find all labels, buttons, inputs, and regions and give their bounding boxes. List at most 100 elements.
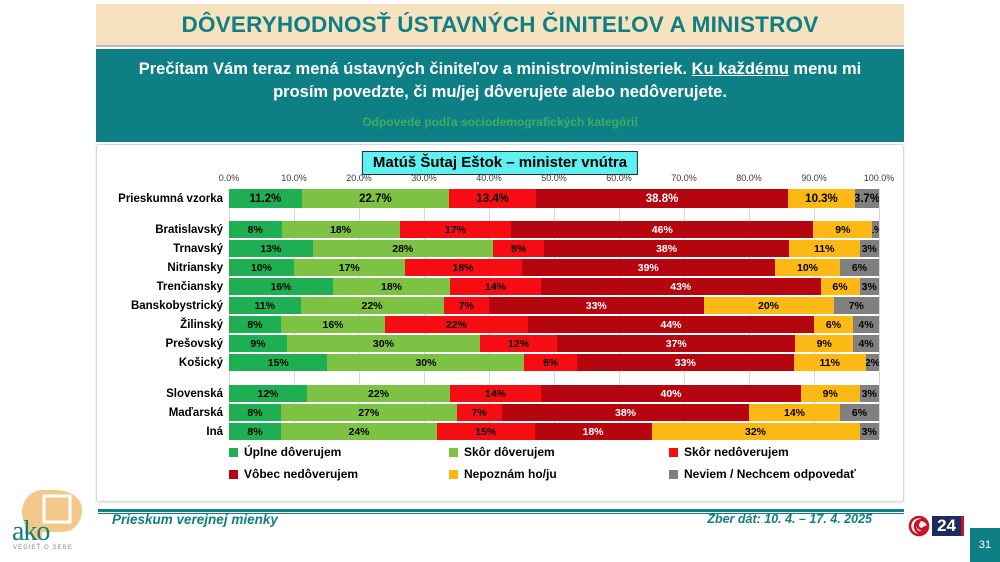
chart-row-label: Bratislavský — [155, 223, 223, 236]
question-part1: Prečítam Vám teraz mená ústavných činite… — [138, 60, 692, 78]
chart-row-label: Trnavský — [173, 242, 223, 255]
legend-swatch-icon — [229, 447, 238, 457]
ako-logo-wordmark: ako — [12, 516, 50, 547]
chart-row: Iná 8% 24% 15% 18% 32% 3% — [97, 422, 903, 441]
chart-row-label: Slovenská — [166, 387, 223, 400]
bar-segment: 20% — [703, 297, 834, 314]
bar-segment: 11.2% — [229, 189, 302, 208]
bar-segment: 6% — [840, 259, 879, 276]
bar-segment: 3% — [859, 278, 879, 295]
chart-legend: Úplne dôverujem Skôr dôverujem Skôr nedôve… — [229, 445, 889, 489]
bar-segment: 15% — [437, 423, 535, 440]
stacked-bar: 15%30%8%33%11%2% — [229, 354, 879, 371]
legend-label: Skôr dôverujem — [464, 445, 555, 459]
spiral-icon — [908, 515, 930, 537]
chart-row: Banskobystrický 11% 22% 7% 33% 20% 7% — [97, 296, 903, 315]
legend-label: Skôr nedôverujem — [684, 445, 789, 459]
page-title: DÔVERYHODNOSŤ ÚSTAVNÝCH ČINITEĽOV A MINI… — [181, 11, 819, 37]
stacked-bar: 8% 16% 22% 44% 6% 4% — [229, 316, 879, 333]
bar-segment: 15% — [229, 354, 328, 371]
chart-row: Nitriansky 10% 17% 18% 39% 10% 6% — [97, 258, 903, 277]
legend-swatch-icon — [449, 469, 458, 479]
bar-segment: 7% — [833, 297, 879, 314]
bar-segment: 9% — [229, 335, 287, 352]
chart-rows: Prieskumná vzorka 11.2% 22.7% 13.4% 38.8% 10.… — [97, 189, 903, 441]
bar-segment: 32% — [651, 423, 860, 440]
bar-segment: 4% — [853, 316, 879, 333]
legend-item[interactable]: Vôbec nedôverujem — [229, 467, 449, 481]
gridline — [359, 189, 360, 439]
legend-row: Úplne dôverujem Skôr dôverujem Skôr nedôve… — [229, 445, 889, 459]
legend-swatch-icon — [669, 447, 678, 457]
bar-segment: 8% — [229, 423, 281, 440]
ako-head-icon — [22, 490, 82, 540]
bar-segment: 1% — [872, 221, 879, 238]
bar-segment: 38% — [544, 240, 789, 257]
legend-label: Nepoznám ho/ju — [464, 467, 557, 481]
bar-segment: 13.4% — [449, 189, 537, 208]
bar-segment: 22% — [307, 385, 450, 402]
stacked-bar: 8% 24% 15% 18% 32% 3% — [229, 423, 879, 440]
legend-item[interactable]: Neviem / Nechcem odpovedať — [669, 467, 889, 481]
legend-item[interactable]: Skôr dôverujem — [449, 445, 669, 459]
gridline — [489, 189, 490, 439]
chart-row: Žilinský 8% 16% 22% 44% 6% 4% — [97, 315, 903, 334]
footer-rule-thin — [98, 513, 904, 514]
chart-row-label: Banskobystrický — [130, 299, 223, 312]
bar-segment: 37% — [557, 335, 796, 352]
bar-segment: 39% — [521, 259, 775, 276]
bar-segment: 22% — [300, 297, 444, 314]
bar-segment: 11% — [793, 354, 866, 371]
question-underlined: Ku každému — [691, 60, 789, 78]
bar-segment: 3% — [859, 423, 879, 440]
bar-segment: 27% — [281, 404, 457, 421]
bar-segment: 40% — [541, 385, 801, 402]
legend-item[interactable]: Úplne dôverujem — [229, 445, 449, 459]
bar-segment: 44% — [528, 316, 814, 333]
footer-rule — [98, 509, 904, 512]
x-tick-label: 50.0% — [541, 173, 567, 183]
bar-segment: 14% — [749, 404, 840, 421]
x-tick-label: 0.0% — [218, 173, 240, 183]
stacked-bar: 16% 18% 14% 43% 6% 3% — [229, 278, 879, 295]
bar-segment: 10% — [775, 259, 840, 276]
question-part2: menu mi prosím povedzte, či mu/jej dôver… — [273, 60, 862, 101]
bar-segment: 10.3% — [788, 189, 855, 208]
tv24-number: 24 — [932, 516, 964, 536]
gridline — [749, 189, 750, 439]
bar-segment: 2% — [865, 354, 879, 371]
bar-segment: 30% — [286, 335, 480, 352]
bar-segment: 8% — [229, 221, 282, 238]
bar-segment: 18% — [404, 259, 522, 276]
chart-row: Prešovský 9% 30% 12% 37% 9% 4% — [97, 334, 903, 353]
legend-item[interactable]: Nepoznám ho/ju — [449, 467, 669, 481]
bar-segment: 13% — [229, 240, 313, 257]
ako-logo-tagline: VEDIEŤ O SEBE — [13, 545, 73, 551]
chart-row-label: Trenčiansky — [156, 280, 223, 293]
bar-segment: 14% — [450, 278, 541, 295]
bar-segment: 6% — [820, 278, 860, 295]
x-tick-label: 90.0% — [801, 173, 827, 183]
bar-segment: 11% — [229, 297, 301, 314]
bar-segment: 8% — [229, 316, 281, 333]
x-tick-label: 60.0% — [606, 173, 632, 183]
bar-segment: 8% — [492, 240, 545, 257]
bar-segment: 6% — [814, 316, 853, 333]
chart-row-label: Iná — [206, 425, 223, 438]
chart-row: Košický 15%30%8%33%11%2% — [97, 353, 903, 372]
row-spacer — [97, 208, 903, 220]
stacked-bar: 10% 17% 18% 39% 10% 6% — [229, 259, 879, 276]
bar-segment: 24% — [281, 423, 437, 440]
gridline — [684, 189, 685, 439]
legend-item[interactable]: Skôr nedôverujem — [669, 445, 889, 459]
bar-segment: 12% — [229, 385, 307, 402]
page-number: 31 — [970, 528, 1000, 562]
gridline — [294, 189, 295, 439]
x-tick-label: 20.0% — [346, 173, 372, 183]
x-tick-label: 100.0% — [863, 173, 895, 183]
bar-segment: 14% — [450, 385, 541, 402]
bar-segment: 38.8% — [536, 189, 789, 208]
chart-panel: Matúš Šutaj Eštok – minister vnútra 0.0%… — [96, 144, 904, 502]
bar-segment: 22.7% — [301, 189, 450, 208]
footer-date-text: Zber dát: 10. 4. – 17. 4. 2025 — [707, 512, 872, 526]
